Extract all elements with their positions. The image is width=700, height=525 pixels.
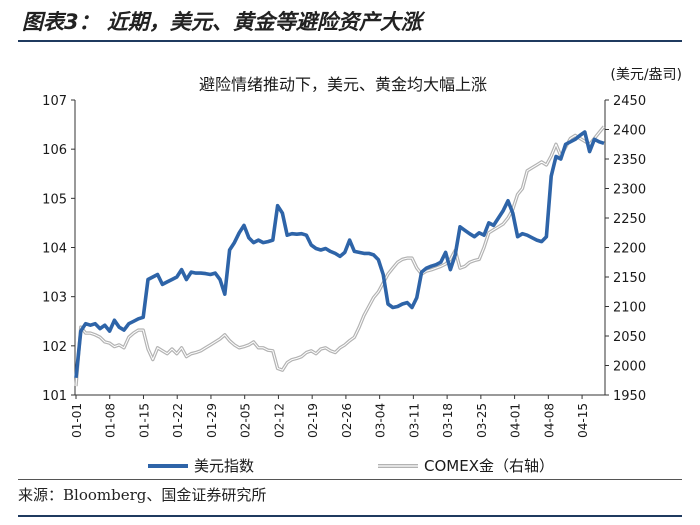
legend-label-comex-gold: COMEX金（右轴） bbox=[424, 457, 554, 475]
x-tick-label: 04-01 bbox=[509, 403, 523, 438]
right-tick-label: 2400 bbox=[613, 124, 646, 139]
x-tick-label: 03-04 bbox=[374, 403, 388, 438]
left-tick-label: 104 bbox=[42, 242, 67, 257]
left-tick-label: 101 bbox=[42, 389, 67, 404]
comex-gold-line-inner bbox=[75, 126, 605, 387]
right-tick-label: 2200 bbox=[613, 242, 646, 257]
legend: 美元指数 COMEX金（右轴） bbox=[148, 457, 554, 475]
usd-index-line bbox=[74, 130, 605, 378]
right-tick-label: 2100 bbox=[613, 301, 646, 316]
series-layer bbox=[74, 125, 606, 387]
x-tick-label: 03-18 bbox=[441, 403, 455, 438]
chart-title: 避险情绪推动下，美元、黄金均大幅上涨 bbox=[199, 75, 487, 94]
source-rule bbox=[18, 479, 682, 480]
x-tick-label: 02-12 bbox=[272, 403, 286, 438]
right-tick-label: 2450 bbox=[613, 94, 646, 109]
source-note: 来源：Bloomberg、国金证券研究所 bbox=[18, 486, 267, 504]
x-axis-ticks: 01-01 01-08 01-15 01-22 01-29 02-05 02-12 02-19… bbox=[70, 395, 590, 438]
title-rule bbox=[18, 40, 682, 42]
x-tick-label: 03-11 bbox=[407, 403, 421, 438]
left-tick-label: 105 bbox=[42, 192, 67, 207]
x-tick-label: 01-01 bbox=[70, 403, 84, 438]
x-tick-label: 01-08 bbox=[104, 403, 118, 438]
right-axis-unit: (美元/盎司) bbox=[610, 67, 682, 83]
right-tick-label: 2350 bbox=[613, 153, 646, 168]
left-tick-label: 103 bbox=[42, 291, 67, 306]
right-tick-label: 2300 bbox=[613, 183, 646, 198]
plot-frame bbox=[74, 100, 606, 396]
x-tick-label: 01-22 bbox=[171, 403, 185, 438]
x-tick-label: 02-19 bbox=[306, 403, 320, 438]
left-tick-label: 106 bbox=[42, 143, 67, 158]
x-tick-label: 01-29 bbox=[205, 403, 219, 438]
x-tick-label: 04-15 bbox=[576, 403, 590, 438]
x-tick-label: 02-26 bbox=[340, 403, 354, 438]
chart: 避险情绪推动下，美元、黄金均大幅上涨 (美元/盎司) 1011021031041… bbox=[42, 67, 682, 475]
right-tick-label: 1950 bbox=[613, 389, 646, 404]
legend-label-usd-index: 美元指数 bbox=[194, 457, 254, 475]
right-tick-label: 2000 bbox=[613, 360, 646, 375]
right-tick-label: 2250 bbox=[613, 212, 646, 227]
figure-title: 图表3： 近期，美元、黄金等避险资产大涨 bbox=[22, 10, 422, 34]
right-tick-label: 2150 bbox=[613, 271, 646, 286]
x-tick-label: 02-05 bbox=[239, 403, 253, 438]
x-tick-label: 04-08 bbox=[542, 403, 556, 438]
bottom-rule bbox=[18, 515, 682, 517]
left-tick-label: 107 bbox=[42, 94, 67, 109]
left-tick-label: 102 bbox=[42, 340, 67, 355]
right-axis-ticks: 1950 2000 2050 2100 2150 2200 2250 2300 2350 2400… bbox=[605, 94, 646, 404]
right-tick-label: 2050 bbox=[613, 330, 646, 345]
x-tick-label: 03-25 bbox=[475, 403, 489, 438]
left-axis-ticks: 101 102 103 104 105 106 107 bbox=[42, 94, 75, 404]
x-tick-label: 01-15 bbox=[137, 403, 151, 438]
